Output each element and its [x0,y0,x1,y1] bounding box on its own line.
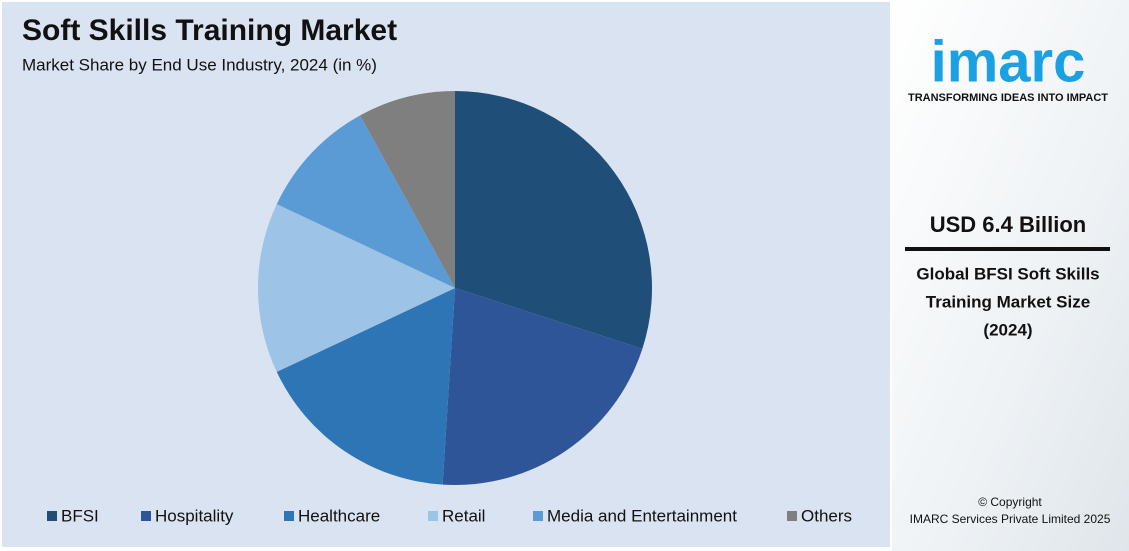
legend-label: Media and Entertainment [547,506,737,525]
legend-label: Retail [442,506,485,525]
legend-label: Hospitality [155,506,234,525]
legend-swatch [47,511,57,521]
description-line: Global BFSI Soft Skills [916,264,1099,283]
legend-swatch [141,511,151,521]
legend-swatch [787,511,797,521]
legend-swatch [533,511,543,521]
description-line: (2024) [983,320,1032,339]
legend-label: Others [801,506,852,525]
chart-title: Soft Skills Training Market [22,14,397,47]
description-line: Training Market Size [926,292,1090,311]
copyright: © Copyright [978,495,1042,509]
pie-slice [276,115,455,288]
pie-slice [442,288,643,485]
legend-label: Healthcare [298,506,380,525]
tagline: TRANSFORMING IDEAS INTO IMPACT [908,92,1108,104]
legend-swatch [428,511,438,521]
pie-slice [258,204,455,372]
pie-slice [455,91,652,349]
pie-slice [276,288,455,485]
headline: USD 6.4 Billion [930,212,1086,237]
logo: imarc [931,29,1086,94]
side-panel [892,0,1129,551]
legend-label: BFSI [61,506,99,525]
chart-subtitle: Market Share by End Use Industry, 2024 (… [22,55,377,74]
copyright: IMARC Services Private Limited 2025 [910,512,1111,526]
legend-swatch [284,511,294,521]
pie-slice [360,91,455,288]
